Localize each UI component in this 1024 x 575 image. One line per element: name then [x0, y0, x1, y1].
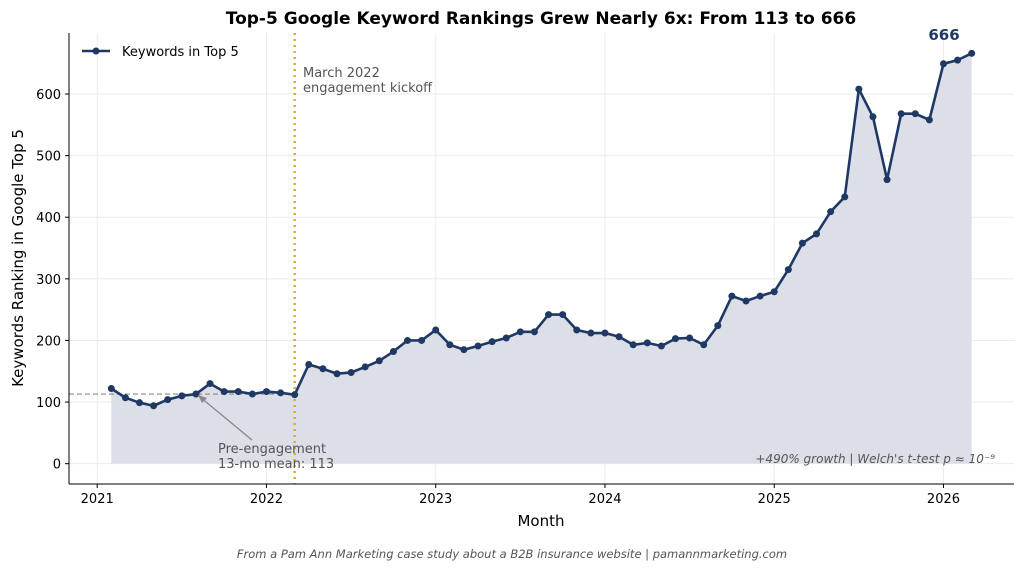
data-point	[897, 110, 905, 118]
data-point	[121, 394, 129, 402]
y-tick-label: 200	[36, 334, 61, 349]
data-point	[530, 328, 538, 336]
y-axis-label: Keywords Ranking in Google Top 5	[9, 129, 27, 387]
data-point	[643, 339, 651, 347]
data-point	[714, 322, 722, 330]
data-point	[545, 311, 553, 319]
data-point	[291, 391, 299, 399]
x-tick-label: 2024	[588, 492, 621, 507]
data-point	[742, 297, 750, 305]
data-point	[220, 388, 228, 396]
data-point	[657, 342, 665, 350]
data-point	[573, 326, 581, 334]
data-point	[164, 396, 172, 404]
data-point	[798, 239, 806, 247]
data-point	[968, 49, 976, 57]
series-points	[107, 49, 976, 410]
data-point	[813, 230, 821, 238]
data-point	[319, 365, 327, 373]
baseline-label-line2: 13-mo mean: 113	[218, 457, 334, 472]
data-point	[107, 385, 115, 393]
data-point	[883, 176, 891, 184]
y-tick-label: 100	[36, 396, 61, 411]
data-point	[347, 368, 355, 376]
data-point	[192, 390, 200, 398]
data-point	[389, 348, 397, 356]
data-point	[671, 335, 679, 343]
data-point	[855, 85, 863, 93]
data-point	[770, 288, 778, 296]
x-axis-label: Month	[517, 512, 564, 530]
data-point	[686, 334, 694, 342]
x-tick-label: 2026	[927, 492, 960, 507]
peak-label: 666	[928, 26, 959, 44]
data-point	[728, 292, 736, 300]
data-point	[375, 357, 383, 365]
y-tick-label: 600	[36, 88, 61, 103]
data-point	[206, 380, 214, 388]
kickoff-label-line2: engagement kickoff	[303, 81, 433, 96]
data-point	[150, 402, 158, 410]
baseline-label-line1: Pre-engagement	[218, 442, 326, 457]
data-point	[446, 341, 454, 349]
data-point	[361, 363, 369, 371]
data-point	[911, 110, 919, 118]
data-point	[601, 329, 609, 337]
data-point	[516, 328, 524, 336]
data-point	[488, 338, 496, 346]
data-point	[756, 292, 764, 300]
legend: Keywords in Top 5	[82, 45, 239, 60]
data-point	[615, 333, 623, 341]
baseline-arrow	[199, 396, 253, 441]
arrow-head	[198, 395, 207, 403]
data-point	[869, 113, 877, 121]
x-ticks: 2021 2022 2023 2024 2025 2026	[81, 484, 960, 507]
x-tick-label: 2021	[81, 492, 114, 507]
data-point	[629, 341, 637, 349]
chart-title: Top-5 Google Keyword Rankings Grew Nearl…	[226, 9, 856, 29]
y-tick-label: 500	[36, 150, 61, 165]
data-point	[925, 116, 933, 124]
data-point	[136, 399, 144, 407]
y-tick-label: 300	[36, 273, 61, 288]
y-ticks: 0 100 200 300 400 500 600	[36, 88, 69, 473]
data-point	[954, 56, 962, 64]
data-point	[700, 341, 708, 349]
kickoff-label-line1: March 2022	[303, 66, 380, 81]
data-point	[333, 370, 341, 378]
data-point	[418, 336, 426, 344]
data-point	[305, 360, 313, 368]
data-point	[502, 334, 510, 342]
data-point	[474, 342, 482, 350]
x-tick-label: 2023	[419, 492, 452, 507]
footer-source: From a Pam Ann Marketing case study abou…	[237, 547, 787, 561]
axes	[68, 33, 1014, 485]
series-area	[111, 53, 972, 464]
data-point	[262, 388, 270, 396]
data-point	[277, 389, 285, 397]
legend-label: Keywords in Top 5	[122, 45, 239, 60]
y-tick-label: 0	[53, 458, 61, 473]
x-tick-label: 2022	[250, 492, 283, 507]
data-point	[234, 388, 242, 396]
data-point	[178, 392, 186, 400]
data-point	[939, 60, 947, 68]
x-tick-label: 2025	[758, 492, 791, 507]
data-point	[248, 390, 256, 398]
data-point	[827, 208, 835, 216]
data-point	[784, 266, 792, 274]
data-point	[432, 326, 440, 334]
data-point	[841, 193, 849, 201]
data-point	[404, 336, 412, 344]
stats-annotation: +490% growth | Welch's t-test p ≈ 10⁻⁹	[755, 452, 995, 466]
y-tick-label: 400	[36, 211, 61, 226]
data-point	[460, 346, 468, 354]
data-point	[587, 329, 595, 337]
data-point	[559, 311, 567, 319]
